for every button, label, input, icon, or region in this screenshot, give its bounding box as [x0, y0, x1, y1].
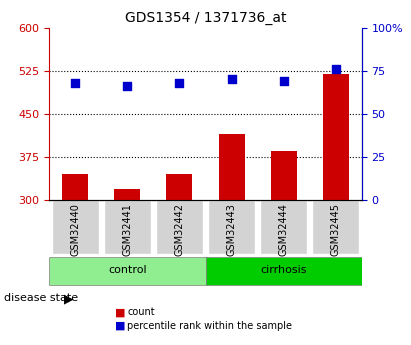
Bar: [270, 151, 297, 200]
Bar: [219, 134, 245, 200]
Point: [332, 66, 339, 72]
Text: GSM32444: GSM32444: [279, 203, 289, 256]
Text: GSM32445: GSM32445: [331, 203, 341, 256]
Text: GSM32442: GSM32442: [175, 203, 185, 256]
Title: GDS1354 / 1371736_at: GDS1354 / 1371736_at: [125, 11, 286, 25]
Text: percentile rank within the sample: percentile rank within the sample: [127, 321, 292, 331]
Point: [124, 83, 131, 89]
FancyBboxPatch shape: [52, 200, 99, 254]
FancyBboxPatch shape: [312, 200, 359, 254]
Bar: [62, 174, 88, 200]
Bar: [166, 174, 192, 200]
Text: control: control: [108, 265, 147, 275]
Bar: [114, 189, 141, 200]
Text: disease state: disease state: [4, 294, 78, 303]
Text: count: count: [127, 307, 155, 317]
FancyBboxPatch shape: [208, 200, 255, 254]
Point: [72, 80, 79, 86]
Bar: [323, 73, 349, 200]
FancyBboxPatch shape: [156, 200, 203, 254]
Text: GSM32443: GSM32443: [226, 203, 236, 256]
FancyBboxPatch shape: [206, 257, 362, 285]
Text: ▶: ▶: [64, 292, 73, 305]
Text: GSM32440: GSM32440: [70, 203, 80, 256]
Text: ■: ■: [115, 307, 126, 317]
Text: ■: ■: [115, 321, 126, 331]
FancyBboxPatch shape: [104, 200, 151, 254]
FancyBboxPatch shape: [260, 200, 307, 254]
Point: [228, 77, 235, 82]
Text: cirrhosis: cirrhosis: [260, 265, 307, 275]
Point: [176, 80, 183, 86]
FancyBboxPatch shape: [49, 257, 206, 285]
Point: [280, 78, 287, 84]
Text: GSM32441: GSM32441: [122, 203, 132, 256]
